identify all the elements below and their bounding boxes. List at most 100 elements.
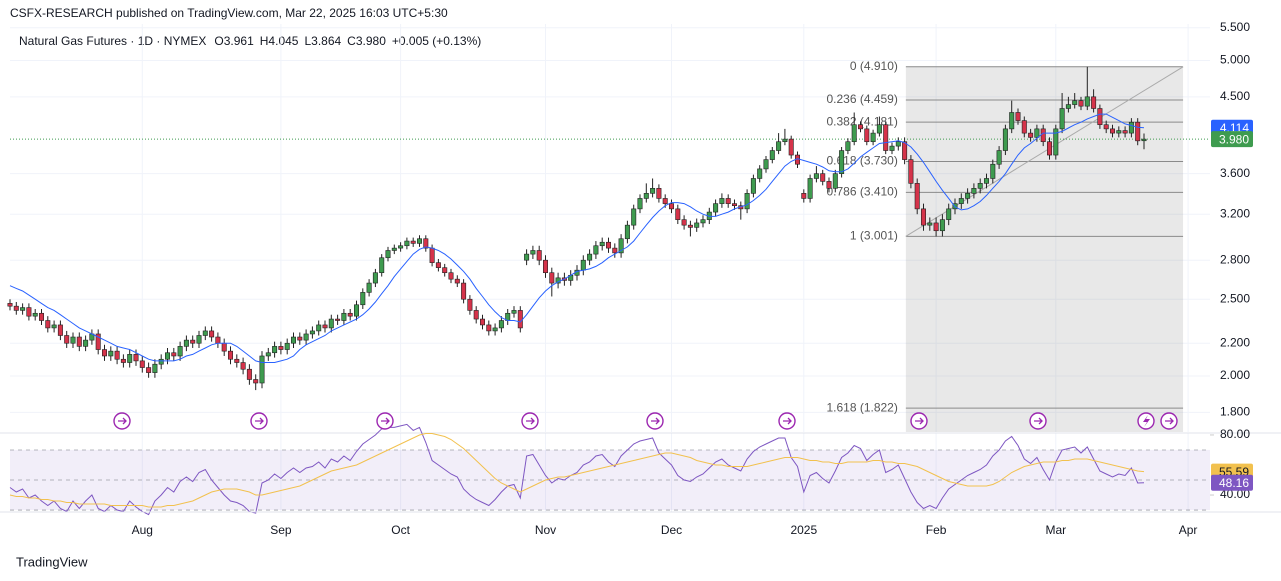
candle-body <box>391 247 397 251</box>
candle-body <box>517 310 523 329</box>
candle-body <box>7 303 13 307</box>
candle-body <box>719 198 725 204</box>
candle-body <box>114 350 120 360</box>
candle-body <box>857 124 863 130</box>
candle-body <box>883 124 889 151</box>
candle-body <box>580 259 586 271</box>
rsi-line <box>9 423 1145 516</box>
event-icon-arrow <box>526 417 535 425</box>
candle-body <box>467 298 473 311</box>
y-tick-label: 2.800 <box>1220 252 1250 266</box>
candle-body <box>38 312 44 321</box>
candle-body <box>165 352 171 360</box>
event-icon-arrow <box>651 417 660 425</box>
price-badge <box>1211 131 1253 148</box>
candle-body <box>76 336 82 347</box>
candle-body <box>221 342 227 352</box>
event-icon-arrow <box>783 417 792 425</box>
candle-body <box>102 349 108 357</box>
candle-body <box>51 324 57 329</box>
candle-body <box>265 352 271 357</box>
candle-body <box>435 262 441 268</box>
candle-body <box>1078 100 1084 107</box>
publisher-header: CSFX-RESEARCH published on TradingView.c… <box>10 6 448 20</box>
candle-body <box>190 339 196 344</box>
candle-body <box>83 339 89 347</box>
candle-body <box>448 272 454 280</box>
candle-body <box>379 257 385 274</box>
candle-body <box>234 358 240 363</box>
candle-body <box>864 128 870 143</box>
candle-body <box>914 183 920 210</box>
ohlc-legend: O3.961 H4.045 L3.864 C3.980 +0.005 (+0.13%) <box>214 34 481 48</box>
y-tick-label: 2.500 <box>1220 291 1250 305</box>
candle-body <box>624 224 630 240</box>
candle-body <box>650 188 656 194</box>
candle-body <box>813 173 819 179</box>
candle-body <box>1122 130 1128 134</box>
candle-body <box>908 159 914 184</box>
candle-body <box>965 193 971 199</box>
x-tick-label: Mar <box>1045 523 1066 537</box>
candle-body <box>133 354 139 362</box>
legend-value: L3.864 <box>304 34 341 48</box>
candle-body <box>1047 141 1053 156</box>
candle-body <box>612 247 618 254</box>
candle-body <box>26 307 32 317</box>
candle-body <box>442 267 448 274</box>
candle-body <box>990 163 996 179</box>
candle-body <box>70 336 76 344</box>
fib-label: 1.618 (1.822) <box>826 400 897 414</box>
candle-body <box>675 208 681 220</box>
candle-body <box>920 208 926 226</box>
y-tick-label: 2.200 <box>1220 335 1250 349</box>
candle-body <box>423 238 429 249</box>
candle-body <box>958 198 964 204</box>
x-tick-label: Sep <box>270 523 292 537</box>
x-tick-label: Nov <box>535 523 556 537</box>
candle-body <box>750 178 756 194</box>
candle-body <box>171 352 177 357</box>
candle-body <box>902 141 908 160</box>
candle-body <box>278 346 284 350</box>
candle-body <box>1009 112 1015 130</box>
candle-body <box>127 354 133 363</box>
candle-body <box>826 181 832 189</box>
candle-body <box>895 141 901 147</box>
candle-body <box>656 188 662 199</box>
x-tick-label: Dec <box>661 523 682 537</box>
candle-body <box>429 247 435 263</box>
candle-body <box>971 188 977 194</box>
candle-body <box>983 178 989 184</box>
candle-body <box>32 312 38 317</box>
candle-body <box>820 173 826 182</box>
candle-body <box>1028 132 1034 138</box>
fib-label: 0 (4.910) <box>850 59 898 73</box>
candle-body <box>511 310 517 314</box>
candle-body <box>398 245 404 249</box>
candle-body <box>120 358 126 363</box>
candle-body <box>290 336 296 344</box>
symbol-title: Natural Gas Futures · 1D · NYMEX <box>19 34 206 48</box>
candle-body <box>366 282 372 293</box>
y-tick-label: 5.500 <box>1220 20 1250 34</box>
candle-body <box>328 318 334 329</box>
y-tick-label: 2.000 <box>1220 368 1250 382</box>
candle-body <box>769 150 775 160</box>
candle-body <box>183 339 189 347</box>
candle-body <box>492 327 498 332</box>
footer-logo: TradingView <box>16 554 88 569</box>
candle-body <box>13 305 19 311</box>
candle-body <box>782 138 788 143</box>
candle-body <box>996 150 1002 165</box>
candle-body <box>341 312 347 321</box>
candle-body <box>108 350 114 357</box>
candle-body <box>240 362 246 370</box>
event-icon-arrow <box>381 417 390 425</box>
candle-body <box>776 141 782 151</box>
candle-body <box>839 150 845 174</box>
candle-body <box>209 330 215 338</box>
candle-body <box>694 222 700 228</box>
fib-label: 1 (3.001) <box>850 228 898 242</box>
